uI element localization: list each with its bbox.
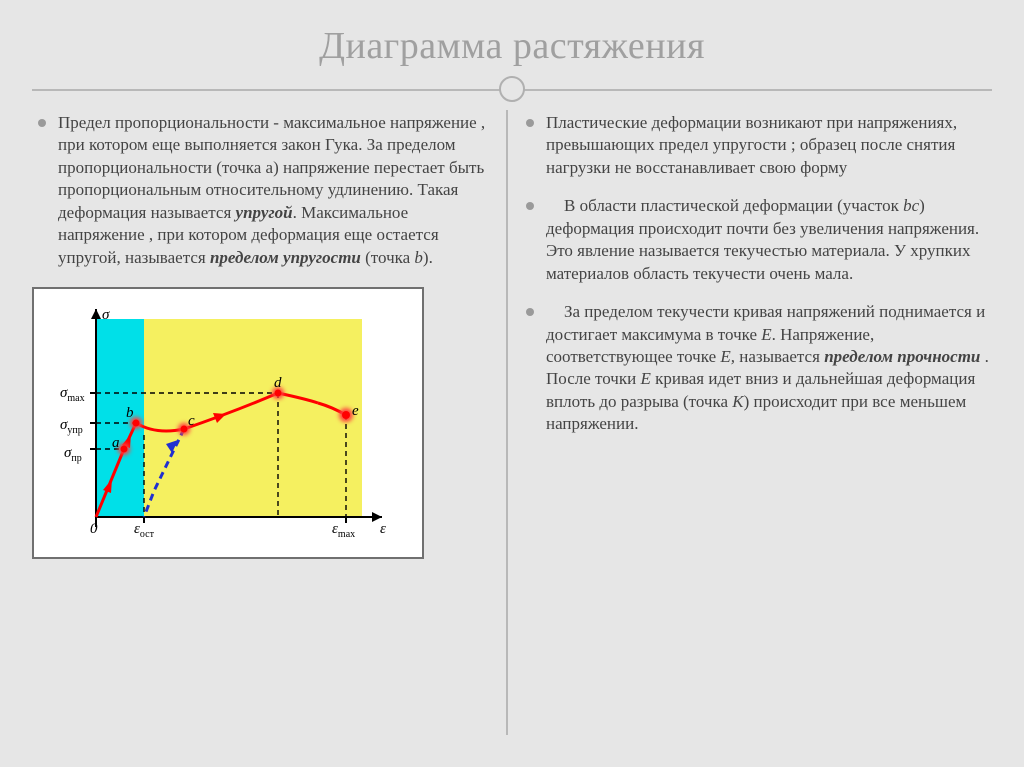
right-bullet-3: За пределом текучести кривая напряжений … [520,301,992,436]
title-divider [32,74,992,106]
pt-b-label: b [126,405,134,421]
sigma-upr-label: σупр [60,417,83,436]
right-column: Пластические деформации возникают при на… [520,112,992,452]
sigma-label: σ [102,307,110,323]
pt-c-label: c [188,413,195,429]
left-column: Предел пропорциональности - максимальное… [32,112,492,559]
stress-strain-chart: a b c d e σ σmax σупр σпр 0 εост εmax ε [32,287,424,559]
eps-label: ε [380,521,386,537]
sigma-max-label: σmax [60,385,85,404]
eps-max-label: εmax [332,521,355,540]
origin-label: 0 [90,521,98,537]
column-divider [506,110,508,735]
eps-ost-label: εост [134,521,155,540]
right-bullet-2: В области пластической деформации (участ… [520,195,992,285]
right-bullet-1: Пластические деформации возникают при на… [520,112,992,179]
left-bullet-1: Предел пропорциональности - максимальное… [32,112,492,269]
chart-svg: a b c d e σ σmax σупр σпр 0 εост εmax ε [56,303,404,547]
pt-e-label: e [352,403,359,419]
pt-d-label: d [274,375,282,391]
pt-a-label: a [112,435,120,451]
sigma-pr-label: σпр [64,445,82,464]
page-title: Диаграмма растяжения [32,24,992,68]
